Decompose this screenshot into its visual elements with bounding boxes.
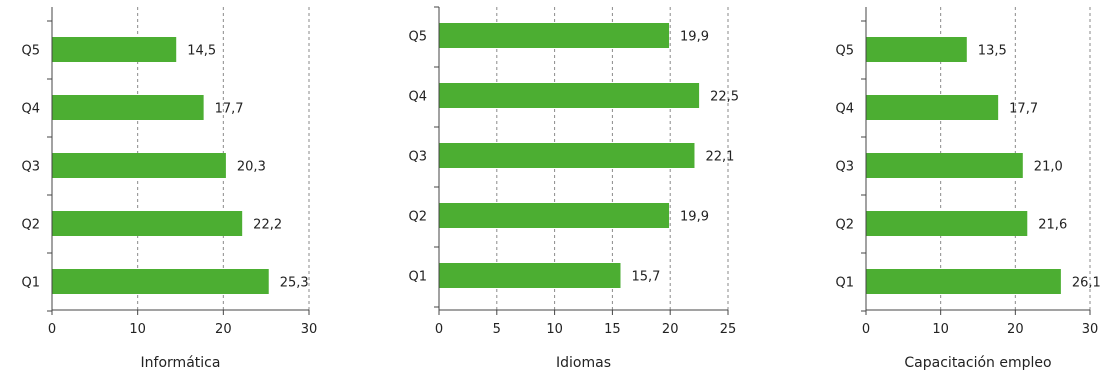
data-label: 21,0 xyxy=(1034,160,1063,175)
bar xyxy=(52,95,204,120)
category-label: Q3 xyxy=(21,160,40,175)
x-tick-label: 10 xyxy=(546,322,563,337)
bar xyxy=(52,153,226,178)
x-tick-label: 10 xyxy=(932,322,949,337)
bar xyxy=(439,23,670,48)
x-tick-label: 10 xyxy=(129,322,146,337)
data-label: 19,9 xyxy=(680,210,709,225)
category-label: Q5 xyxy=(835,44,854,59)
category-label: Q2 xyxy=(835,218,854,233)
bar xyxy=(52,211,243,236)
data-label: 22,5 xyxy=(710,90,739,105)
x-axis-title: Capacitación empleo xyxy=(904,355,1051,371)
bar xyxy=(439,83,700,108)
chart-panel-3: Q1 26,1 Q2 21,6 Q3 21,0 Q4 17,7 Q5 13,5 0 10 20 30 Cap… xyxy=(835,7,1101,371)
category-label: Q2 xyxy=(21,218,40,233)
category-label: Q1 xyxy=(21,276,40,291)
x-tick-label: 5 xyxy=(493,322,501,337)
data-label: 22,2 xyxy=(253,218,282,233)
category-label: Q5 xyxy=(21,44,40,59)
data-label: 22,1 xyxy=(705,150,734,165)
chart-panel-1: Q1 25,3 Q2 22,2 Q3 20,3 Q4 17,7 Q5 14,5 0 10 20 30 Inf… xyxy=(21,7,317,371)
data-label: 17,7 xyxy=(1009,102,1038,117)
bar xyxy=(439,203,670,228)
data-label: 21,6 xyxy=(1038,218,1067,233)
x-tick-label: 30 xyxy=(301,322,318,337)
data-label: 25,3 xyxy=(280,276,309,291)
x-axis-title: Informática xyxy=(141,355,221,371)
category-label: Q2 xyxy=(408,210,427,225)
data-label: 13,5 xyxy=(978,44,1007,59)
bar xyxy=(866,269,1061,294)
bar xyxy=(52,37,177,62)
category-label: Q1 xyxy=(408,270,427,285)
x-tick-label: 30 xyxy=(1082,322,1099,337)
bar xyxy=(866,153,1023,178)
x-tick-label: 20 xyxy=(1007,322,1024,337)
category-label: Q4 xyxy=(21,102,40,117)
x-tick-label: 15 xyxy=(604,322,621,337)
category-label: Q5 xyxy=(408,30,427,45)
x-tick-label: 0 xyxy=(862,322,870,337)
x-tick-label: 0 xyxy=(48,322,56,337)
bar xyxy=(439,143,695,168)
x-tick-label: 20 xyxy=(662,322,679,337)
bar xyxy=(52,269,269,294)
chart-panel-2: Q1 15,7 Q2 19,9 Q3 22,1 Q4 22,5 Q5 19,9 0 5 10 15 20 25… xyxy=(408,6,739,371)
data-label: 14,5 xyxy=(187,44,216,59)
bar xyxy=(866,95,999,120)
bar xyxy=(866,37,967,62)
x-tick-label: 20 xyxy=(215,322,232,337)
category-label: Q1 xyxy=(835,276,854,291)
x-axis-title: Idiomas xyxy=(556,355,611,371)
bar xyxy=(439,263,621,288)
data-label: 15,7 xyxy=(631,270,660,285)
bar xyxy=(866,211,1028,236)
category-label: Q3 xyxy=(835,160,854,175)
category-label: Q4 xyxy=(835,102,854,117)
data-label: 20,3 xyxy=(237,160,266,175)
category-label: Q4 xyxy=(408,90,427,105)
data-label: 26,1 xyxy=(1072,276,1101,291)
category-label: Q3 xyxy=(408,150,427,165)
x-tick-label: 25 xyxy=(720,322,737,337)
x-tick-label: 0 xyxy=(435,322,443,337)
data-label: 17,7 xyxy=(215,102,244,117)
data-label: 19,9 xyxy=(680,30,709,45)
